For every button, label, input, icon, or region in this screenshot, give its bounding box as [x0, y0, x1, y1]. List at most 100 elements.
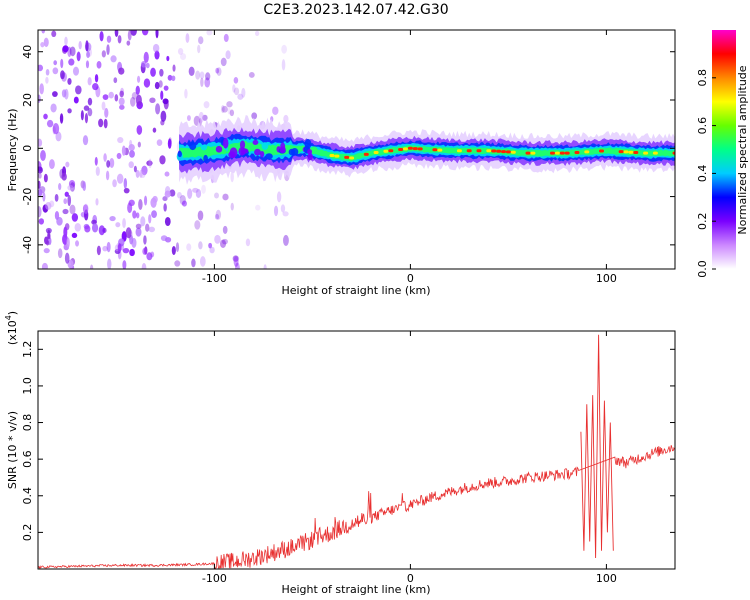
noise-blob [222, 225, 228, 234]
noise-blob [139, 171, 146, 179]
noise-blob [45, 240, 50, 246]
noise-blob [75, 240, 80, 247]
noise-blob [221, 238, 228, 245]
ridge-core [559, 151, 565, 155]
noise-blob [146, 160, 153, 166]
noise-blob [116, 173, 124, 184]
snr-y-tick-label: 0.8 [21, 414, 34, 432]
ridge-core [329, 154, 335, 158]
noise-blob [59, 113, 64, 124]
noise-blob [164, 190, 171, 198]
noise-blob [122, 218, 126, 229]
noise-blob [38, 206, 42, 218]
noise-blob [80, 110, 84, 121]
ridge-blob [206, 146, 214, 155]
noise-blob [143, 235, 147, 245]
noise-blob [148, 158, 152, 169]
noise-blob [96, 245, 101, 256]
noise-blob [87, 97, 93, 106]
noise-blob [87, 107, 93, 117]
noise-blob [195, 188, 202, 199]
noise-blob [125, 227, 132, 239]
ridge-core [530, 151, 536, 155]
noise-blob [53, 60, 58, 66]
noise-blob [216, 67, 222, 76]
noise-blob [135, 212, 140, 219]
noise-blob [205, 72, 211, 81]
noise-blob [38, 64, 44, 72]
noise-blob [245, 238, 251, 247]
noise-blob [45, 69, 50, 76]
noise-blob [142, 247, 147, 255]
noise-blob [56, 216, 63, 226]
noise-blob [94, 74, 99, 83]
noise-blob [47, 233, 51, 240]
ridge-blob [200, 144, 207, 151]
noise-blob [106, 44, 110, 56]
noise-blob [146, 252, 153, 261]
noise-blob [95, 198, 99, 206]
noise-blob [145, 62, 150, 69]
ridge-blob [240, 148, 249, 154]
snr-panel: -100 0 100 0.2 0.4 0.6 0.8 1.0 1.2 Height of st… [4, 311, 676, 596]
noise-blob [38, 94, 41, 103]
noise-blob [208, 242, 213, 249]
noise-blob [64, 191, 69, 197]
noise-blob [225, 50, 231, 60]
ridge-core [623, 150, 629, 154]
noise-blob [117, 35, 122, 44]
noise-blob [75, 85, 82, 95]
noise-blob [282, 211, 289, 217]
noise-blob [45, 227, 52, 234]
spectrogram-frame [37, 29, 676, 270]
noise-blob [43, 173, 48, 183]
noise-blob [38, 138, 43, 147]
snr-y-ticks: 0.2 0.4 0.6 0.8 1.0 1.2 [21, 341, 675, 541]
noise-blob [89, 264, 94, 269]
noise-blob [119, 90, 124, 98]
noise-blob [152, 43, 160, 53]
noise-blob [94, 156, 98, 166]
ridge-core [574, 151, 580, 155]
ridge-core [672, 151, 675, 155]
noise-blob [38, 172, 42, 179]
noise-blob [235, 262, 240, 269]
noise-blob [83, 203, 89, 214]
noise-blob [138, 198, 143, 210]
noise-blob [101, 101, 106, 111]
noise-blob [78, 40, 82, 50]
spectrogram-y-tick-label: 40 [21, 45, 34, 59]
noise-blob [86, 51, 90, 59]
noise-blob [197, 44, 201, 54]
snr-frame [37, 330, 676, 570]
noise-blob [41, 262, 48, 269]
noise-blob [140, 61, 147, 68]
noise-blob [61, 172, 67, 181]
noise-blob [74, 223, 82, 232]
noise-blob [281, 59, 286, 71]
noise-blob [220, 239, 227, 248]
noise-blob [158, 80, 163, 88]
ridge-core [486, 149, 492, 153]
noise-blob [199, 71, 205, 79]
noise-blob [283, 234, 289, 247]
noise-blob [38, 180, 41, 189]
noise-blob [197, 210, 204, 221]
noise-blob [135, 227, 142, 237]
ridge-core [599, 149, 604, 153]
noise-blob [110, 55, 117, 63]
noise-blob [174, 260, 181, 267]
ridge-blob [291, 147, 299, 156]
ridge-core [496, 149, 502, 153]
noise-blob [114, 94, 119, 102]
noise-blob [159, 68, 164, 77]
noise-blob [233, 87, 240, 96]
noise-blob [69, 204, 76, 215]
noise-blob [50, 103, 57, 113]
noise-blob [263, 264, 267, 269]
ridge-blob [311, 146, 318, 153]
noise-blob [163, 85, 169, 91]
ridge-core [491, 149, 497, 153]
ridge-core [432, 148, 438, 152]
